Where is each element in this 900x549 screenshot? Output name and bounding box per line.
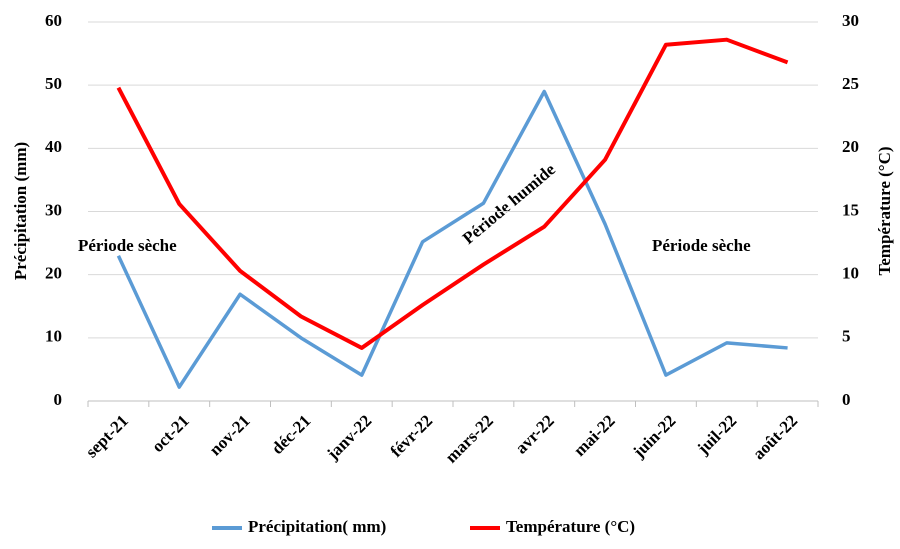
y2-tick-label: 15 (842, 200, 859, 219)
x-tick-label: févr-22 (386, 411, 436, 461)
x-tick-label: mars-22 (442, 411, 497, 466)
legend-label: Température (°C) (506, 517, 635, 536)
y2-tick-label: 10 (842, 264, 859, 283)
x-tick-label: nov-21 (206, 411, 254, 459)
y-tick-label: 20 (45, 264, 62, 283)
y-tick-label: 60 (45, 11, 62, 30)
annotation: Période sèche (78, 236, 177, 255)
x-tick-label: sept-21 (82, 411, 132, 461)
y-tick-label: 50 (45, 74, 62, 93)
annotation: Période sèche (652, 236, 751, 255)
x-tick-label: avr-22 (511, 411, 557, 457)
y-tick-label: 40 (45, 137, 62, 156)
series-line (116, 37, 789, 350)
y-tick-label: 0 (54, 390, 63, 409)
x-tick-label: janv-22 (322, 411, 375, 464)
y2-axis-label: Température (°C) (875, 146, 894, 275)
x-tick-label: mai-22 (570, 411, 619, 460)
y-tick-label: 10 (45, 327, 62, 346)
y2-tick-label: 30 (842, 11, 859, 30)
x-tick-label: août-22 (749, 411, 801, 463)
y-tick-label: 30 (45, 200, 62, 219)
y2-tick-label: 5 (842, 327, 851, 346)
x-tick-label: juin-22 (629, 411, 680, 462)
x-tick-label: oct-21 (148, 411, 193, 456)
x-tick-label: juil-22 (693, 411, 741, 459)
y2-tick-label: 20 (842, 137, 859, 156)
y2-tick-label: 0 (842, 390, 851, 409)
annotation: Période humide (459, 159, 559, 248)
series-line (116, 89, 788, 389)
legend-label: Précipitation( mm) (248, 517, 386, 536)
y2-tick-label: 25 (842, 74, 859, 93)
y-axis-label: Précipitation (mm) (11, 142, 30, 280)
x-tick-label: déc-21 (268, 411, 315, 458)
